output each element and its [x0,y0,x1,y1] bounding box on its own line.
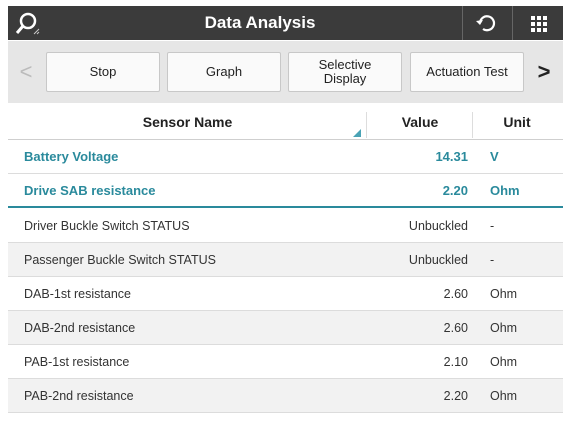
sensor-unit: Ohm [490,389,518,403]
toolbar-button[interactable]: Stop [46,52,160,92]
sensor-value: 2.10 [443,355,468,369]
table-row[interactable]: Driver Buckle Switch STATUS Unbuckled - [8,209,563,243]
sensor-value: 2.60 [443,321,468,335]
sensor-value: Unbuckled [408,253,468,267]
sensor-name: Battery Voltage [24,149,119,164]
sensor-unit: - [490,219,495,233]
prev-button[interactable]: < [19,59,33,84]
sensor-unit: Ohm [490,355,518,369]
table-row[interactable]: Passenger Buckle Switch STATUS Unbuckled - [8,243,563,277]
search-icon[interactable] [14,10,42,38]
table-row[interactable]: PAB-2nd resistance 2.20 Ohm [8,379,563,413]
table-row[interactable]: Drive SAB resistance 2.20 Ohm [8,174,563,208]
divider [8,139,563,140]
sort-indicator [353,129,361,137]
sensor-value: 2.20 [443,389,468,403]
table-row[interactable]: Battery Voltage 14.31 V [8,140,563,174]
sensor-name: Passenger Buckle Switch STATUS [24,253,216,267]
sensor-unit: - [490,253,495,267]
next-button[interactable]: > [537,59,551,84]
sensor-value: 14.31 [435,149,468,164]
sensor-unit: Ohm [490,321,518,335]
sensor-value: 2.60 [443,287,468,301]
sensor-unit: V [490,149,499,164]
column-header[interactable]: Sensor Name [142,114,233,130]
sensor-name: PAB-2nd resistance [24,389,134,403]
divider [366,112,367,138]
sensor-unit: Ohm [490,183,520,198]
sensor-name: DAB-2nd resistance [24,321,136,335]
sensor-value: Unbuckled [408,219,468,233]
sensor-name: DAB-1st resistance [24,287,131,301]
sensor-name: Drive SAB resistance [24,183,156,198]
top-bar [8,6,563,40]
sensor-value: 2.20 [442,183,468,198]
menu-button[interactable] [512,6,563,40]
column-header[interactable]: Unit [503,114,531,130]
sensor-unit: Ohm [490,287,518,301]
sensor-name: PAB-1st resistance [24,355,130,369]
refresh-button[interactable] [462,6,510,40]
table-row[interactable]: PAB-1st resistance 2.10 Ohm [8,345,563,379]
column-header[interactable]: Value [401,114,439,130]
table-row[interactable]: DAB-1st resistance 2.60 Ohm [8,277,563,311]
toolbar-button[interactable]: Actuation Test [410,52,524,92]
table-row[interactable]: DAB-2nd resistance 2.60 Ohm [8,311,563,345]
page-title: Data Analysis [204,13,316,32]
divider [472,112,473,138]
sensor-name: Driver Buckle Switch STATUS [24,219,190,233]
toolbar-button[interactable]: Graph [167,52,281,92]
toolbar-button[interactable]: Selective Display [288,52,402,92]
